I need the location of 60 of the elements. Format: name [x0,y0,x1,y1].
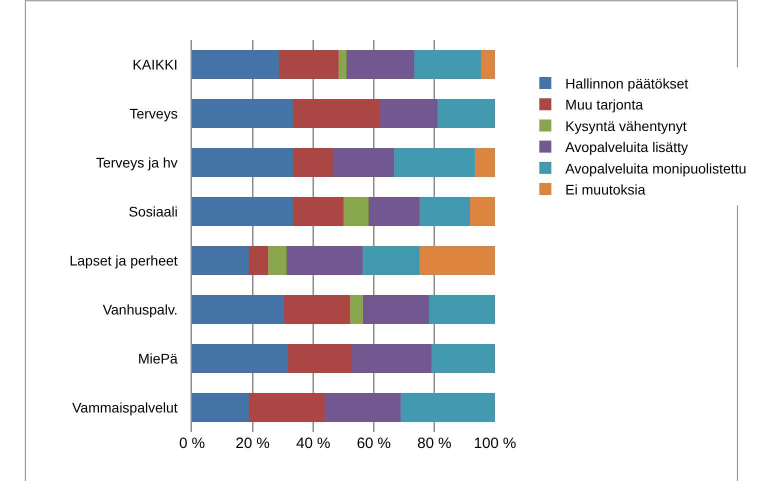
bar [248,392,325,422]
x-tick-label: 40 % [296,435,330,452]
bar [346,50,414,80]
bar [192,246,249,276]
y-tick-label: Sosiaali [128,203,178,220]
bar [419,196,470,226]
bar [192,98,293,128]
legend-label: Ei muutoksia [565,182,646,198]
x-tick-label: 60 % [356,435,391,452]
bar [474,148,495,178]
bar [481,50,495,80]
bar [380,98,438,128]
bar [333,148,394,178]
bar [292,196,344,226]
legend-label: Hallinnon päätökset [565,76,688,92]
legend-label: Avopalveluita monipuolistettu [565,160,746,176]
legend-label: Avopalveluita lisätty [565,139,688,156]
x-tick-label: 100 % [474,435,516,452]
bar [400,392,495,422]
bar [394,148,475,178]
x-tick-label: 0 % [179,435,205,452]
bar [324,392,400,422]
bar [278,50,339,80]
bar [350,294,363,324]
bar [192,50,279,80]
bar [248,246,268,276]
y-tick-label: Vanhuspalv. [102,301,178,318]
bar [292,98,380,128]
bar [192,392,249,422]
bar [192,344,288,374]
bar [284,294,350,324]
bar [362,246,420,276]
bar [428,294,495,324]
legend-label: Muu tarjonta [565,96,644,113]
bar [438,98,495,128]
bar [344,196,369,226]
bar [292,148,334,178]
bar [286,246,362,276]
y-tick-label: MiePä [138,350,178,366]
y-tick-label: Vammaispalvelut [72,399,178,416]
bar [288,344,352,374]
bar [414,50,482,80]
y-tick-label: Terveys ja hv [96,154,178,170]
bar [192,148,293,178]
bar [192,196,293,226]
bar [470,196,495,226]
bar [192,294,284,324]
y-tick-label: KAIKKI [132,56,178,72]
y-tick-label: Terveys [129,105,178,122]
bar [368,196,420,226]
bar [268,246,287,276]
bar [362,294,429,324]
x-tick-label: 20 % [236,435,270,452]
bar [419,246,495,276]
bar [352,344,432,374]
legend-label: Kysyntä vähentynyt [565,118,687,134]
y-tick-label: Lapset ja perheet [69,252,178,268]
bar [338,50,347,80]
bar [431,344,495,374]
x-tick-label: 80 % [417,435,452,452]
